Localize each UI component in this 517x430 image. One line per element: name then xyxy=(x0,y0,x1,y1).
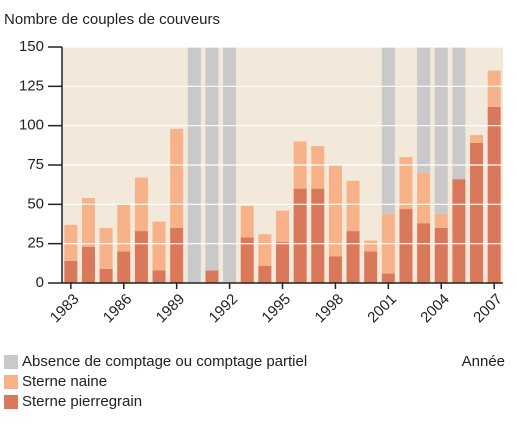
legend-swatch xyxy=(4,395,18,409)
bar-segment xyxy=(170,227,184,283)
bar-segment xyxy=(399,157,413,210)
bar-segment xyxy=(364,240,378,252)
x-axis-label: Année xyxy=(462,353,505,370)
bar-segment xyxy=(381,47,395,214)
bar-segment xyxy=(470,142,484,283)
legend-swatch xyxy=(4,375,18,389)
bar-segment xyxy=(417,172,431,224)
x-tick-label: 1983 xyxy=(47,291,83,327)
bar-segment xyxy=(434,47,448,214)
y-tick-label: 100 xyxy=(19,117,44,134)
bar-segment xyxy=(364,251,378,283)
chart-title: Nombre de couples de couveurs xyxy=(4,11,220,28)
bar-segment xyxy=(346,180,360,232)
bar-segment xyxy=(240,237,254,283)
x-tick-label: 1989 xyxy=(153,291,189,327)
bar-segment xyxy=(276,210,289,243)
bar-segment xyxy=(205,47,219,271)
legend-label: Absence de comptage ou comptage partiel xyxy=(22,353,307,370)
bar-segment xyxy=(170,128,184,228)
bar-segment xyxy=(152,221,166,271)
y-tick-label: 75 xyxy=(27,156,44,173)
legend-swatch xyxy=(4,355,18,369)
bar-segment xyxy=(487,70,501,107)
bar-segment xyxy=(434,227,448,283)
bar-segment xyxy=(152,270,166,283)
bar-segment xyxy=(293,188,307,283)
bar-segment xyxy=(258,234,272,266)
bar-segment xyxy=(487,106,501,283)
bar-segment xyxy=(381,273,395,283)
bar-segment xyxy=(99,227,113,269)
bar-segment xyxy=(134,231,148,283)
bar-segment xyxy=(276,242,289,283)
bar-segment xyxy=(311,146,325,189)
legend-label: Sterne naine xyxy=(22,373,107,390)
x-tick-label: 2004 xyxy=(417,291,453,327)
bar-segment xyxy=(452,47,466,180)
bar-segment xyxy=(399,209,413,283)
y-tick-label: 150 xyxy=(19,38,44,55)
x-tick-label: 2007 xyxy=(470,291,506,327)
x-tick-label: 2001 xyxy=(364,291,400,327)
bar-segment xyxy=(346,231,360,283)
legend-label: Sterne pierregrain xyxy=(22,393,142,410)
bar-segment xyxy=(328,165,342,257)
bar-segment xyxy=(417,47,431,173)
bar-segment xyxy=(417,223,431,283)
bar-segment xyxy=(311,188,325,283)
y-tick-label: 25 xyxy=(27,235,44,252)
bar-segment xyxy=(452,179,466,283)
bar-segment xyxy=(64,260,78,283)
x-tick-label: 1986 xyxy=(100,291,136,327)
bar-segment xyxy=(434,213,448,228)
y-tick-label: 50 xyxy=(27,195,44,212)
y-tick-label: 0 xyxy=(36,274,44,291)
bar-segment xyxy=(99,268,113,283)
x-tick-label: 1992 xyxy=(206,291,242,327)
bar-segment xyxy=(205,270,219,283)
x-tick-label: 1998 xyxy=(311,291,347,327)
bar-segment xyxy=(64,224,78,261)
bar-segment xyxy=(117,204,131,252)
y-tick-label: 125 xyxy=(19,77,44,94)
bar-segment xyxy=(81,246,95,283)
bar-segment xyxy=(240,205,254,238)
bar-segment xyxy=(117,251,131,283)
bar-segment xyxy=(470,135,484,143)
bar-segment xyxy=(81,198,95,247)
x-tick-label: 1995 xyxy=(259,291,295,327)
bar-segment xyxy=(328,256,342,283)
bar-segment xyxy=(258,265,272,283)
